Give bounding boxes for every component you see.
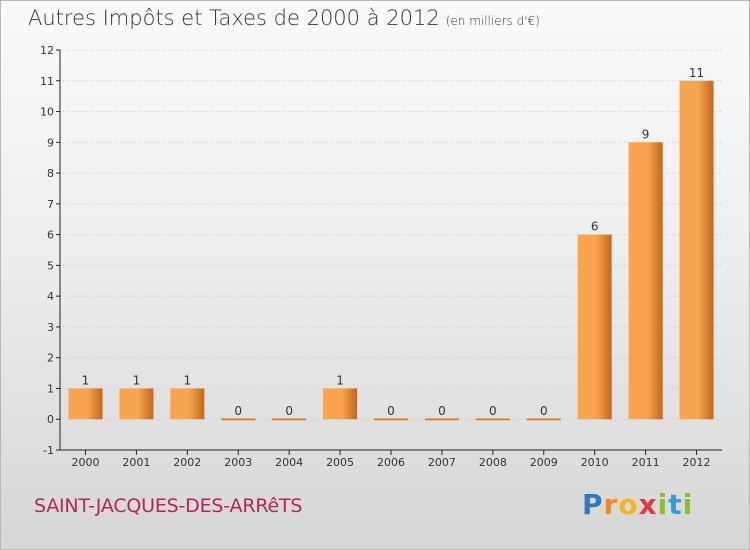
- bar: [272, 418, 307, 421]
- y-tick-label: 4: [47, 290, 54, 303]
- data-label: 0: [489, 404, 497, 418]
- y-tick-label: 9: [47, 136, 54, 149]
- y-tick-label: 10: [40, 106, 54, 119]
- data-label: 9: [642, 127, 650, 141]
- y-tick-label: 12: [40, 44, 54, 57]
- x-tick-label: 2008: [479, 456, 507, 469]
- bar: [577, 234, 612, 420]
- bar: [323, 388, 358, 420]
- bar: [628, 142, 663, 420]
- bar: [170, 388, 205, 420]
- logo-letter: x: [638, 488, 658, 521]
- y-tick-label: 2: [47, 352, 54, 365]
- x-tick-label: 2005: [326, 456, 354, 469]
- data-label: 1: [133, 373, 141, 387]
- proxiti-logo: Proxiti: [582, 488, 693, 521]
- logo-letter: r: [603, 488, 619, 521]
- data-label: 1: [336, 373, 344, 387]
- chart-title: Autres Impôts et Taxes de 2000 à 2012 (en…: [28, 6, 540, 30]
- data-label: 6: [591, 220, 599, 234]
- chart-title-text: Autres Impôts et Taxes de 2000 à 2012: [28, 6, 440, 30]
- logo-letter: P: [582, 488, 604, 521]
- data-label: 0: [540, 404, 548, 418]
- logo-letter: t: [668, 488, 683, 521]
- y-tick-label: -1: [43, 444, 54, 457]
- bar: [119, 388, 154, 420]
- data-label: 0: [234, 404, 242, 418]
- y-tick-label: 8: [47, 167, 54, 180]
- data-label: 1: [82, 373, 90, 387]
- data-label: 1: [183, 373, 191, 387]
- y-tick-label: 0: [47, 413, 54, 426]
- logo-letter: i: [657, 488, 669, 521]
- commune-name: SAINT-JACQUES-DES-ARRêTS: [34, 495, 303, 517]
- data-label: 11: [689, 66, 704, 80]
- bar: [68, 388, 103, 420]
- bar: [526, 418, 561, 421]
- y-tick-label: 3: [47, 321, 54, 334]
- logo-letter: i: [682, 488, 694, 521]
- x-tick-label: 2009: [530, 456, 558, 469]
- logo-letter: o: [618, 488, 639, 521]
- x-tick-label: 2010: [581, 456, 609, 469]
- x-tick-label: 2004: [275, 456, 303, 469]
- chart-unit: (en milliers d'€): [445, 14, 540, 28]
- data-label: 0: [285, 404, 293, 418]
- x-tick-label: 2001: [122, 456, 150, 469]
- x-tick-label: 2002: [173, 456, 201, 469]
- bar: [475, 418, 510, 421]
- bar: [424, 418, 459, 421]
- y-tick-label: 1: [47, 382, 54, 395]
- data-label: 0: [387, 404, 395, 418]
- y-tick-label: 6: [47, 229, 54, 242]
- x-tick-label: 2007: [428, 456, 456, 469]
- x-tick-label: 2006: [377, 456, 405, 469]
- x-tick-label: 2012: [683, 456, 711, 469]
- data-label: 0: [438, 404, 446, 418]
- x-tick-label: 2000: [71, 456, 99, 469]
- x-tick-label: 2003: [224, 456, 252, 469]
- y-tick-label: 7: [47, 198, 54, 211]
- x-tick-label: 2011: [632, 456, 660, 469]
- bar: [679, 80, 714, 420]
- bar: [374, 418, 408, 421]
- bar: [221, 418, 256, 421]
- y-tick-label: 5: [47, 259, 54, 272]
- y-tick-label: 11: [40, 75, 54, 88]
